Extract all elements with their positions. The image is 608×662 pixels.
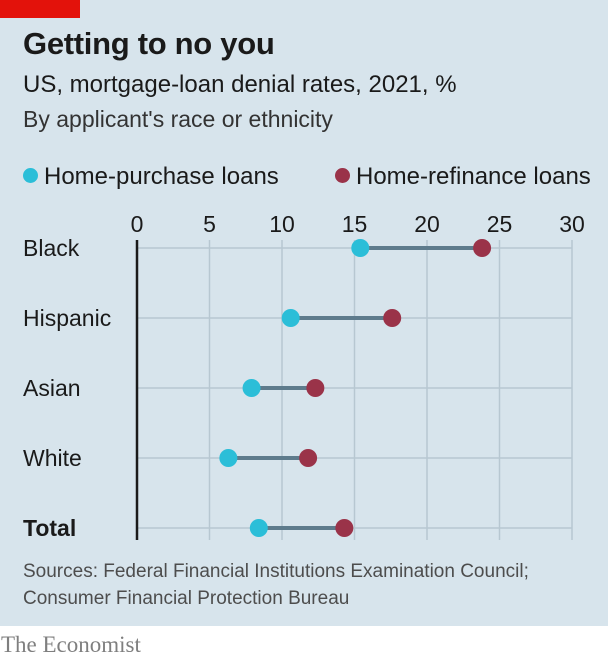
x-tick-label: 5 xyxy=(203,211,216,237)
x-tick-label: 30 xyxy=(559,211,585,237)
dot-home-refinance xyxy=(299,449,318,467)
x-tick-label: 0 xyxy=(131,211,144,237)
legend-label-purchase: Home-purchase loans xyxy=(44,163,279,190)
category-label: Black xyxy=(23,235,80,261)
dot-home-refinance xyxy=(306,379,325,397)
chart-subtitle: US, mortgage-loan denial rates, 2021, % xyxy=(23,71,457,98)
dot-home-purchase xyxy=(219,449,238,467)
dot-home-refinance xyxy=(335,519,354,537)
chart-subtitle-2: By applicant's race or ethnicity xyxy=(23,106,333,132)
legend-item-purchase: Home-purchase loans xyxy=(23,163,279,191)
legend-swatch-purchase xyxy=(23,168,38,184)
dot-home-purchase xyxy=(281,309,300,327)
legend-item-refinance: Home-refinance loans xyxy=(335,163,591,191)
legend-label-refinance: Home-refinance loans xyxy=(356,163,591,190)
x-tick-label: 15 xyxy=(342,211,368,237)
x-tick-label: 10 xyxy=(269,211,295,237)
source-note: Sources: Federal Financial Institutions … xyxy=(23,561,529,609)
dumbbell-chart: 0 5 10 15 20 25 30 Black Hispanic Asian White Total xyxy=(23,211,585,541)
dot-home-purchase xyxy=(249,519,268,537)
category-label: White xyxy=(23,445,82,471)
dot-home-purchase xyxy=(351,239,370,257)
chart-panel xyxy=(0,0,608,626)
brand-red-tab xyxy=(0,0,80,18)
chart-title: Getting to no you xyxy=(23,26,275,61)
category-label: Hispanic xyxy=(23,305,111,331)
category-label: Asian xyxy=(23,375,81,401)
dot-home-refinance xyxy=(473,239,492,257)
category-label: Total xyxy=(23,515,76,541)
dot-home-purchase xyxy=(242,379,261,397)
legend-swatch-refinance xyxy=(335,168,350,184)
brand-logo: The Economist xyxy=(1,632,141,657)
dot-home-refinance xyxy=(383,309,402,327)
x-tick-label: 20 xyxy=(414,211,440,237)
x-tick-label: 25 xyxy=(487,211,513,237)
